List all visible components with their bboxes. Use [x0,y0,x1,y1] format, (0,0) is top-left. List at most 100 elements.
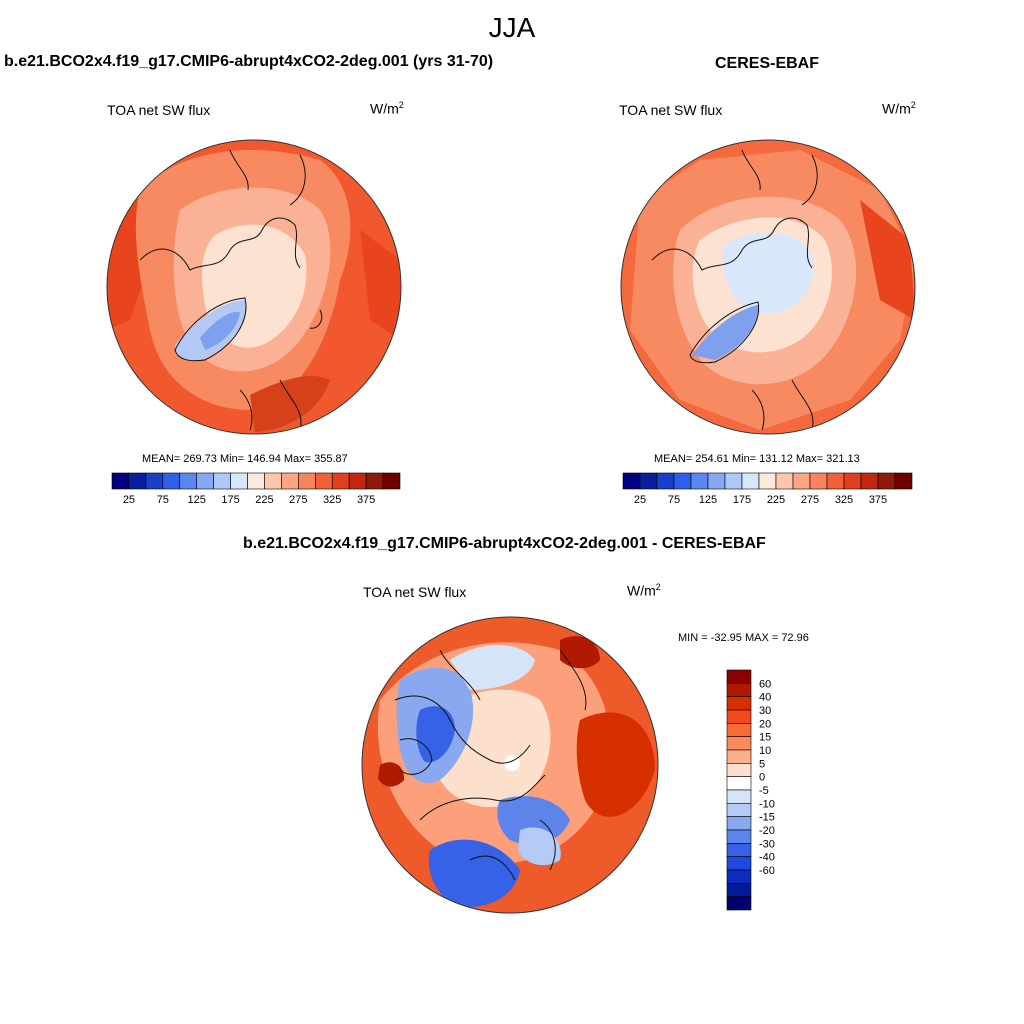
diff-unit-label: W/m2 [627,582,661,599]
diff-map-region [560,636,600,669]
colorbar-tick-label: 5 [759,758,765,770]
colorbar-box [726,816,752,831]
colorbar-box [382,472,401,490]
left-unit-label: W/m2 [370,100,404,117]
colorbar-tick-label: 0 [759,772,765,784]
colorbar-tick-label: 375 [869,494,887,506]
colorbar-box [775,472,794,490]
colorbar-box [314,472,333,490]
right-colorbar: 25 75 125 175 225 275 325 375 [622,472,913,506]
diff-map-region [518,827,561,866]
colorbar-box [726,843,752,857]
colorbar-tick-label: 275 [289,494,307,506]
colorbar-tick-label: 10 [759,745,771,757]
colorbar-tick-label: 275 [801,494,819,506]
colorbar-tick-label: -10 [759,798,775,810]
colorbar-tick-label: 225 [767,494,785,506]
right-panel-title: CERES-EBAF [715,55,820,72]
right-variable-label: TOA net SW flux [619,102,723,118]
left-map-region [360,230,401,340]
colorbar-box [724,472,743,490]
colorbar-tick-label: 30 [759,705,771,717]
colorbar-box [348,472,367,490]
left-colorbar: 25 75 125 175 225 275 325 375 [111,472,401,506]
diff-map-region [428,839,520,907]
colorbar-box [726,829,752,844]
colorbar-box [860,472,879,490]
colorbar-tick-label: 25 [634,494,646,506]
colorbar-box [281,472,299,490]
colorbar-box [726,776,752,791]
colorbar-box [741,472,760,490]
colorbar-tick-label: 225 [255,494,273,506]
colorbar-box [264,472,282,490]
colorbar-tick-label: 15 [759,732,771,744]
colorbar-box [809,472,828,490]
colorbar-box [726,803,752,817]
colorbar-tick-label: -5 [759,785,769,797]
diff-map-region [378,762,405,787]
colorbar-box [707,472,726,490]
colorbar-box [726,696,752,711]
right-map-border [620,139,916,435]
season-title: JJA [488,12,536,43]
diff-map-region [416,706,455,763]
colorbar-tick-label: 375 [357,494,375,506]
left-map-region [250,375,330,432]
colorbar-tick-label: 75 [668,494,680,506]
colorbar-tick-label: 175 [221,494,239,506]
colorbar-box [622,472,641,490]
diff-minmax-stats: MIN = -32.95 MAX = 72.96 [678,632,809,644]
colorbar-box [877,472,896,490]
colorbar-box [726,883,752,897]
colorbar-box [128,472,147,490]
colorbar-box [726,683,752,697]
colorbar-box [690,472,709,490]
colorbar-tick-label: 75 [157,494,169,506]
diff-map-region [576,712,655,817]
diff-map-border [361,616,659,914]
left-map-border [106,139,402,435]
colorbar-box [894,472,913,490]
colorbar-box [111,472,130,490]
colorbar-box [673,472,692,490]
right-map-coastline [651,149,818,431]
colorbar-box [656,472,675,490]
colorbar-tick-label: 125 [188,494,206,506]
colorbar-box [726,896,752,911]
colorbar-box [792,472,811,490]
colorbar-box [298,472,316,490]
right-unit-label: W/m2 [882,100,916,117]
colorbar-tick-label: -15 [759,812,775,824]
colorbar-box [639,472,658,490]
colorbar-tick-label: -60 [759,865,775,877]
colorbar-box [213,472,231,490]
colorbar-tick-label: 25 [123,494,135,506]
right-map-region [692,305,759,360]
colorbar-box [758,472,777,490]
colorbar-tick-label: 325 [323,494,341,506]
colorbar-box [726,749,752,764]
diff-polar-map [362,617,658,913]
right-stats: MEAN= 254.61 Min= 131.12 Max= 321.13 [654,453,860,465]
left-map-coastline [139,149,323,431]
colorbar-tick-label: -20 [759,825,775,837]
diff-panel-title: b.e21.BCO2x4.f19_g17.CMIP6-abrupt4xCO2-2… [243,535,766,552]
left-polar-map [107,140,401,434]
left-variable-label: TOA net SW flux [107,102,211,118]
colorbar-box [726,736,752,751]
diff-map-coastline [394,649,587,881]
colorbar-tick-label: -30 [759,838,775,850]
colorbar-box [365,472,384,490]
right-polar-map [621,140,915,434]
left-panel-title: b.e21.BCO2x4.f19_g17.CMIP6-abrupt4xCO2-2… [4,53,494,70]
colorbar-box [179,472,198,490]
colorbar-box [196,472,214,490]
colorbar-box [162,472,181,490]
colorbar-box [331,472,350,490]
right-map-region [860,200,915,320]
colorbar-tick-label: 125 [699,494,717,506]
colorbar-tick-label: 20 [759,718,771,730]
